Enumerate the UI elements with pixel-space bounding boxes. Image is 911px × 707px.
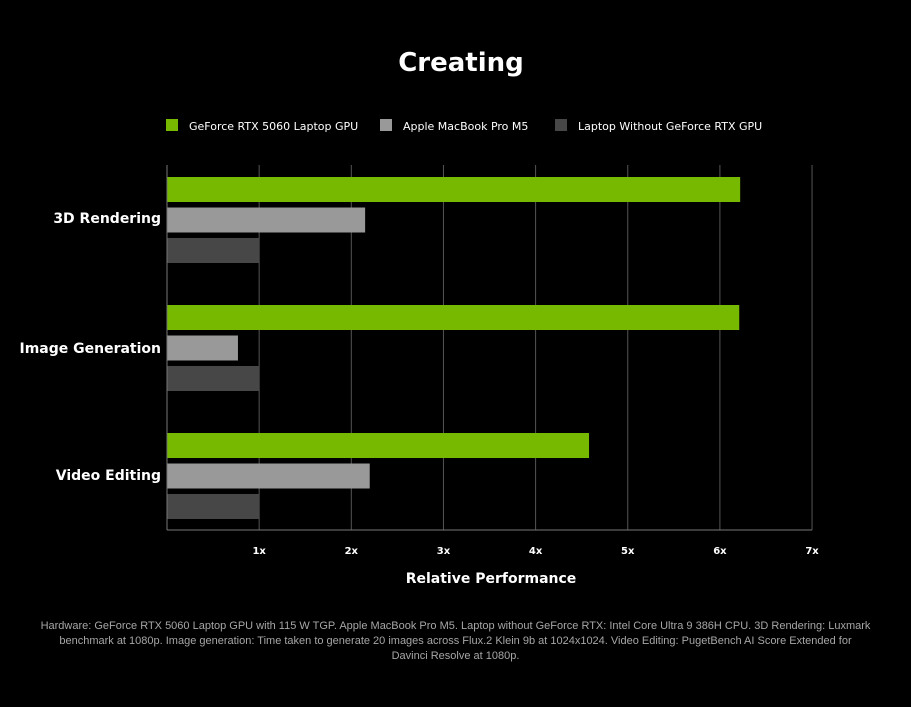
bar (167, 463, 370, 489)
legend-swatch (166, 119, 178, 131)
legend-swatch (555, 119, 567, 131)
x-tick-label: 7x (805, 546, 819, 557)
footnote: Hardware: GeForce RTX 5060 Laptop GPU wi… (40, 620, 871, 662)
bar (167, 207, 366, 233)
x-tick-label: 6x (713, 546, 727, 557)
bar (167, 366, 260, 391)
category-labels: 3D Rendering Image Generation Video Editin… (19, 211, 161, 484)
category-label: Image Generation (19, 341, 161, 357)
legend-swatch (380, 119, 392, 131)
x-tick-label: 1x (252, 546, 266, 557)
bar (167, 177, 741, 202)
bar (167, 335, 238, 361)
bar (167, 238, 260, 263)
legend-label: Laptop Without GeForce RTX GPU (578, 120, 762, 133)
bar (167, 494, 260, 519)
bar (167, 305, 740, 330)
bar (167, 433, 590, 458)
bars (167, 177, 741, 519)
x-tick-label: 5x (621, 546, 635, 557)
x-axis: 1x 2x 3x 4x 5x 6x 7x (166, 165, 819, 557)
chart-legend: GeForce RTX 5060 Laptop GPU Apple MacBook… (166, 119, 762, 133)
category-label: 3D Rendering (53, 211, 161, 227)
x-tick-label: 3x (437, 546, 451, 557)
x-tick-label: 2x (345, 546, 359, 557)
legend-label: GeForce RTX 5060 Laptop GPU (189, 120, 358, 133)
chart-title: Creating (398, 48, 524, 78)
category-label: Video Editing (56, 468, 161, 484)
x-tick-label: 4x (529, 546, 543, 557)
legend-label: Apple MacBook Pro M5 (403, 120, 528, 133)
x-axis-title: Relative Performance (406, 571, 577, 587)
